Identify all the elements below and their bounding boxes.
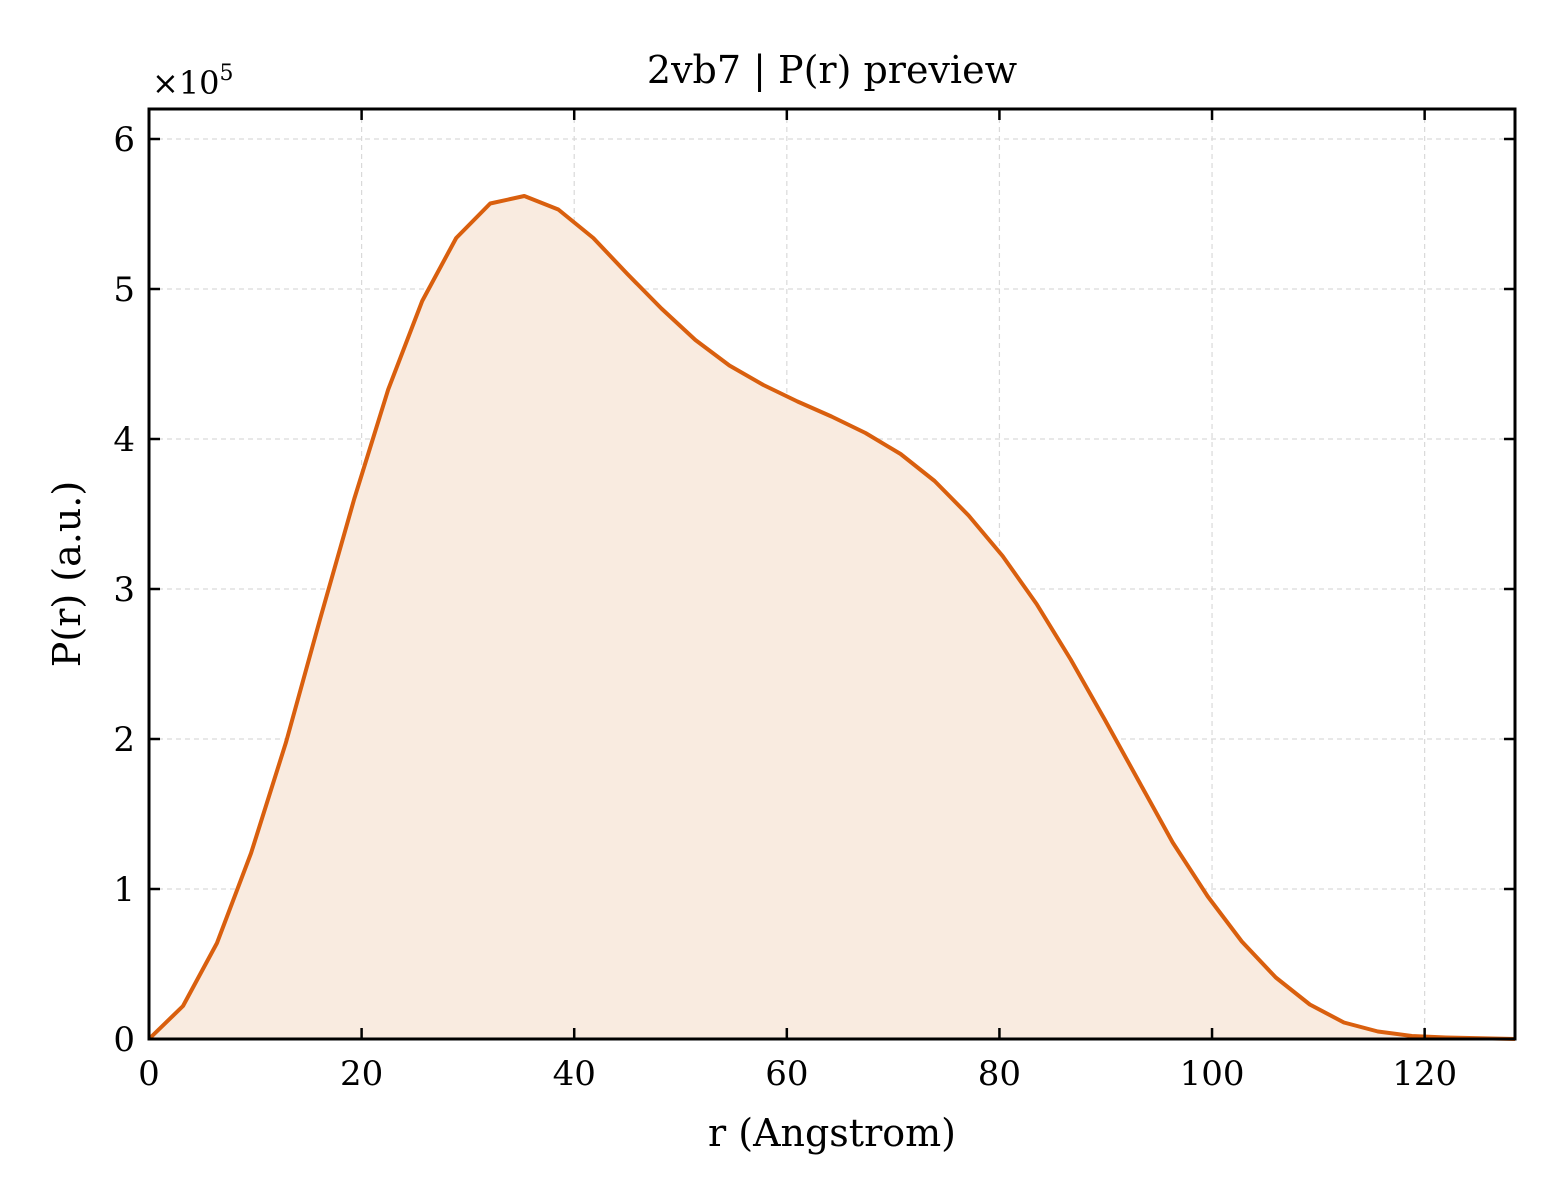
y-tick-label: 4 xyxy=(113,420,135,460)
x-tick-label: 60 xyxy=(765,1054,808,1094)
x-tick-label: 120 xyxy=(1392,1054,1457,1094)
chart-title: 2vb7 | P(r) preview xyxy=(647,48,1018,92)
y-scale-exponent: 5 xyxy=(220,61,234,86)
x-tick-label: 20 xyxy=(340,1054,383,1094)
axis-ticks: 0 20 40 60 80 100 120 0 1 2 3 4 5 6 xyxy=(113,109,1515,1094)
plot-frame xyxy=(147,107,1517,1041)
pr-area-fill xyxy=(149,196,1515,1039)
y-tick-label: 2 xyxy=(113,720,135,760)
y-tick-label: 3 xyxy=(113,570,135,610)
x-tick-label: 0 xyxy=(138,1054,160,1094)
y-tick-label: 0 xyxy=(113,1020,135,1060)
y-tick-label: 5 xyxy=(113,270,135,310)
y-axis-label: P(r) (a.u.) xyxy=(45,481,89,667)
x-tick-label: 40 xyxy=(553,1054,596,1094)
x-axis-label: r (Angstrom) xyxy=(708,1111,956,1155)
y-tick-label: 1 xyxy=(113,870,135,910)
pr-series-line xyxy=(147,194,1516,1041)
x-tick-label: 100 xyxy=(1180,1054,1245,1094)
x-tick-label: 80 xyxy=(978,1054,1021,1094)
y-scale-multiplier: ×105 xyxy=(152,61,234,102)
y-tick-label: 6 xyxy=(113,120,135,160)
y-scale-base: ×10 xyxy=(152,64,220,102)
